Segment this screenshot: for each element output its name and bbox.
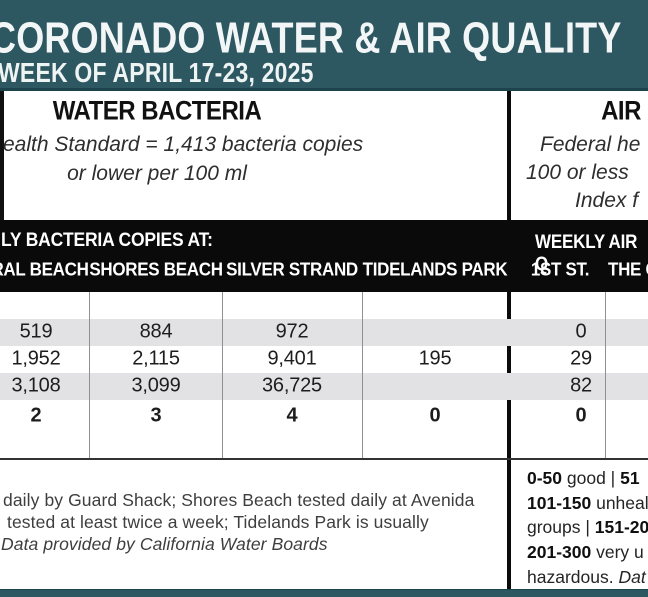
air-columns-group-label: WEEKLY AIR Q: [535, 231, 638, 275]
legend-range: 201-300: [527, 542, 592, 563]
column-header-tidelands-park: TIDELANDS PARK: [362, 259, 508, 280]
legend-text: unheal: [591, 492, 648, 513]
table-cell: 3,108: [11, 374, 61, 397]
row-shade-1: [0, 319, 648, 346]
table-bottom-rule: [0, 458, 648, 460]
legend-line: 0-50 good | 51: [527, 466, 648, 491]
footer-teal-bar: [0, 589, 648, 597]
water-standard-line2: or lower per 100 ml: [67, 162, 247, 185]
table-cell: 0: [429, 404, 441, 427]
table-cell: 3,099: [131, 374, 181, 397]
left-edge-divider: [0, 91, 4, 220]
air-section-heading: AIR: [601, 96, 641, 127]
table-cell: 195: [418, 347, 452, 370]
table-cell: 36,725: [262, 374, 322, 397]
table-cell: 2: [30, 404, 42, 427]
table-cell: 519: [19, 320, 53, 343]
air-standard-line3: Index f: [575, 189, 639, 212]
table-cell: 1,952: [11, 347, 61, 370]
table-cell: 884: [139, 320, 173, 343]
table-cell: 3: [150, 404, 162, 427]
table-cell: 972: [275, 320, 309, 343]
table-cell: 9,401: [267, 347, 317, 370]
water-footnote-line1: daily by Guard Shack; Shores Beach teste…: [3, 490, 475, 510]
water-standard-line1: ealth Standard = 1,413 bacteria copies: [3, 133, 364, 156]
water-section-heading: WATER BACTERIA: [52, 96, 262, 127]
table-cell: 82: [570, 374, 592, 397]
legend-line: 201-300 very u: [527, 540, 648, 565]
legend-text: hazardous.: [527, 566, 619, 587]
air-standard-line2: 100 or less: [526, 161, 629, 184]
legend-range: 101-150: [527, 492, 592, 513]
legend-range: 151-20: [594, 517, 648, 538]
week-subtitle: WEEK OF APRIL 17-23, 2025: [0, 57, 314, 89]
table-cell: 2,115: [132, 347, 180, 370]
column-header-1st-st: 1ST ST.: [530, 259, 590, 280]
column-header-shores-beach: SHORES BEACH: [89, 259, 223, 280]
column-divider: [362, 292, 363, 458]
column-header-silver-strand: SILVER STRAND: [226, 259, 358, 280]
table-cell: 0: [575, 404, 587, 427]
air-standard-line1: Federal he: [540, 133, 641, 156]
table-cell: 29: [570, 347, 592, 370]
legend-line: 101-150 unheal: [527, 491, 648, 516]
header-banner: CORONADO WATER & AIR QUALITY WEEK OF APR…: [0, 0, 648, 91]
column-divider: [605, 292, 606, 458]
column-divider: [222, 292, 223, 458]
water-columns-group-label: LY BACTERIA COPIES AT:: [1, 228, 213, 251]
table-cell: 4: [286, 404, 298, 427]
column-header-the-cays: THE C: [608, 259, 648, 280]
legend-line: groups | 151-20: [527, 515, 648, 540]
page-title: CORONADO WATER & AIR QUALITY: [0, 12, 622, 63]
water-footnote-line2: tested at least twice a week; Tidelands …: [7, 512, 429, 532]
row-shade-2: [0, 373, 648, 400]
column-header-central-beach: RAL BEACH: [0, 259, 89, 280]
table-header-bar: [0, 220, 648, 292]
legend-text: groups |: [527, 517, 595, 538]
legend-line: hazardous. Dat: [527, 565, 648, 590]
legend-range: 51: [620, 468, 640, 488]
legend-range: 0-50: [527, 468, 563, 488]
legend-source-text: Dat: [618, 566, 646, 587]
air-index-legend: 0-50 good | 51 101-150 unheal groups | 1…: [527, 466, 648, 590]
legend-text: good |: [562, 468, 621, 488]
column-divider: [89, 292, 90, 458]
table-cell: 0: [575, 320, 587, 343]
legend-text: very u: [591, 542, 644, 563]
water-footnote-source: Data provided by California Water Boards: [1, 534, 328, 554]
